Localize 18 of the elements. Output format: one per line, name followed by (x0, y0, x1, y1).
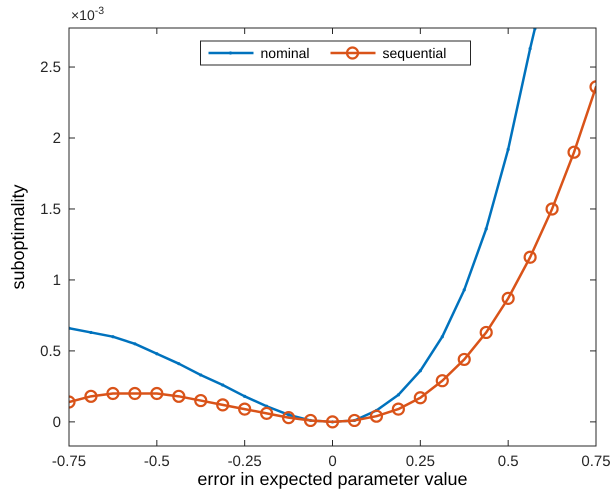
x-tick-label: 0.5 (498, 453, 519, 470)
x-tick-label: -0.75 (52, 453, 86, 470)
x-tick-label: 0.25 (406, 453, 435, 470)
y-tick-label: 0.5 (40, 342, 61, 360)
text: ×10$^{-3}$ (71, 5, 104, 23)
legend-label: nominal (260, 45, 310, 61)
y-tick-label: 2.5 (40, 59, 61, 76)
y-axis-title: suboptimality (8, 184, 28, 290)
x-tick-label: -0.25 (228, 453, 262, 470)
y-tick-label: 1 (52, 272, 61, 289)
y-tick-label: 0 (52, 414, 61, 431)
legend-label: sequential (382, 45, 446, 61)
x-tick-label: -0.5 (144, 453, 170, 470)
x-tick-label: 0.75 (581, 453, 611, 470)
y-tick-label: 2 (52, 130, 61, 147)
x-axis-title: error in expected parameter value (197, 469, 468, 489)
x-tick-label: 0 (328, 453, 337, 470)
y-tick-label: 1.5 (40, 200, 61, 218)
